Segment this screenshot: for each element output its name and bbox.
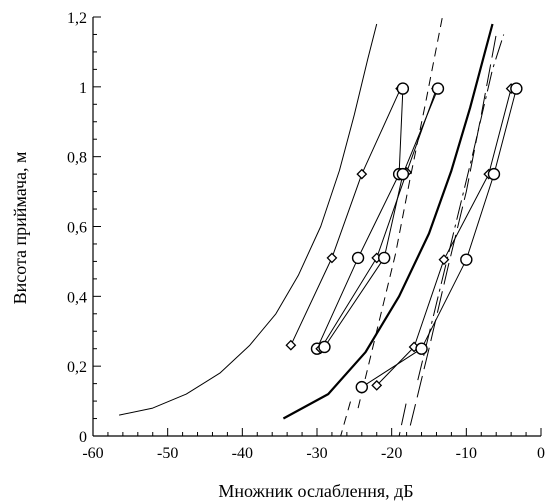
- series-line-8: [290, 88, 402, 346]
- series-line-11: [324, 88, 439, 348]
- x-tick-label: -30: [306, 445, 327, 462]
- y-tick-label: 0: [79, 429, 87, 446]
- series-line-12: [376, 88, 512, 386]
- series-line-7: [417, 34, 505, 381]
- series-line-9: [316, 88, 404, 349]
- series-11-circle-marker: [396, 167, 410, 181]
- series-line-2: [282, 23, 494, 420]
- y-tick-label: 1: [79, 80, 87, 97]
- x-tick-label: 0: [537, 445, 545, 462]
- series-8-diamond-marker: [356, 168, 368, 180]
- x-tick-label: -10: [456, 445, 477, 462]
- series-9-circle-marker: [396, 82, 410, 95]
- series-11-circle-marker: [378, 251, 391, 265]
- series-line-1: [118, 23, 378, 416]
- series-line-4: [340, 400, 352, 436]
- x-tick-label: -60: [82, 445, 103, 462]
- series-11-circle-marker: [431, 82, 445, 95]
- y-tick-label: 0,2: [67, 359, 87, 376]
- x-tick-label: -50: [157, 445, 178, 462]
- series-13-circle-marker: [510, 82, 523, 95]
- series-line-13: [361, 88, 517, 388]
- y-tick-label: 0,8: [67, 150, 87, 167]
- series-line-5: [409, 34, 497, 426]
- axes-layer: -60 -50 -40 -30 -20 -10 0 0 0,2 0,4 0,6 0,8 1 1,2: [67, 10, 545, 462]
- series-line-10: [320, 88, 437, 349]
- series-13-circle-marker: [460, 253, 473, 266]
- series-13-circle-marker: [355, 380, 368, 394]
- series-line-6: [398, 400, 408, 436]
- series-12-diamond-marker: [438, 254, 450, 266]
- series-8-diamond-marker: [326, 252, 338, 264]
- series-11-circle-marker: [318, 340, 331, 354]
- series-8-diamond-marker: [285, 339, 297, 351]
- series-12-diamond-marker: [371, 379, 383, 391]
- series-13-circle-marker: [415, 342, 428, 355]
- y-axis-title: Висота приймача, м: [10, 152, 30, 305]
- x-axis-title: Множник ослаблення, дБ: [218, 481, 413, 501]
- series-9-circle-marker: [351, 251, 365, 265]
- x-tick-label: -40: [232, 445, 253, 462]
- series-13-circle-marker: [487, 167, 501, 181]
- y-tick-label: 0,6: [67, 220, 87, 237]
- y-tick-label: 1,2: [67, 10, 87, 27]
- x-tick-label: -20: [381, 445, 402, 462]
- y-tick-label: 0,4: [67, 289, 87, 306]
- series-layer: [118, 16, 523, 436]
- series-line-3: [357, 16, 443, 409]
